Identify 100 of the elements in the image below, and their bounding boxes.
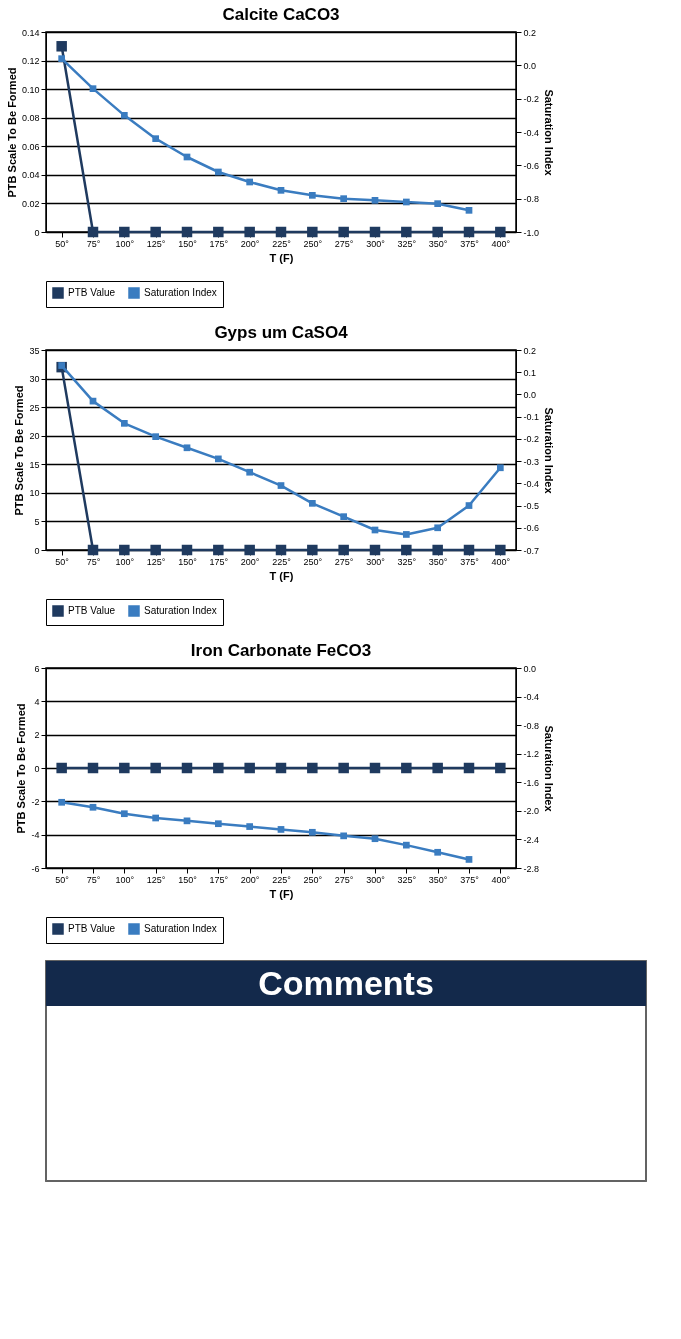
x-tick-label: 100° bbox=[115, 238, 135, 249]
y-tick-label: 30 bbox=[29, 374, 40, 385]
legend-label: Saturation Index bbox=[144, 287, 217, 298]
x-tick-label: 275° bbox=[334, 238, 354, 249]
point bbox=[496, 464, 504, 472]
point bbox=[308, 828, 316, 836]
x-tick-label: 125° bbox=[146, 238, 166, 249]
point bbox=[371, 196, 379, 204]
y2-tick-label: 0.0 bbox=[523, 60, 537, 71]
legend-label: Saturation Index bbox=[144, 923, 217, 934]
x-tick-label: 250° bbox=[303, 238, 323, 249]
x-tick-label: 75° bbox=[86, 238, 101, 249]
x-tick-label: 100° bbox=[115, 556, 135, 567]
point bbox=[340, 832, 348, 840]
y-tick-label: -2 bbox=[31, 796, 40, 807]
point bbox=[58, 55, 66, 63]
x-tick-label: 50° bbox=[55, 556, 70, 567]
point bbox=[58, 798, 66, 806]
x-axis-title: T (F) bbox=[269, 569, 294, 582]
point bbox=[371, 835, 379, 843]
y2-axis-title: Saturation Index bbox=[543, 407, 556, 495]
point bbox=[214, 168, 222, 176]
y-tick-label: 35 bbox=[29, 345, 40, 356]
x-tick-label: 325° bbox=[397, 238, 417, 249]
point bbox=[308, 191, 316, 199]
point bbox=[465, 502, 473, 509]
x-tick-label: 175° bbox=[209, 874, 229, 885]
x-tick-label: 75° bbox=[86, 874, 101, 885]
y-tick-label: 0 bbox=[34, 545, 40, 556]
x-tick-label: 100° bbox=[115, 874, 135, 885]
y2-tick-label: 0.2 bbox=[523, 345, 537, 356]
x-tick-label: 125° bbox=[146, 874, 166, 885]
y-tick-label: 20 bbox=[29, 431, 40, 442]
x-axis-title: T (F) bbox=[269, 887, 294, 900]
point bbox=[120, 111, 128, 119]
point bbox=[246, 823, 254, 830]
x-tick-label: 150° bbox=[178, 556, 198, 567]
point bbox=[340, 195, 348, 203]
chart-title: Gyps um CaSO4 bbox=[214, 323, 349, 342]
point bbox=[120, 810, 128, 818]
point bbox=[152, 433, 160, 441]
y2-axis-title: Saturation Index bbox=[543, 89, 556, 177]
y2-tick-label: -0.3 bbox=[523, 456, 540, 467]
y-tick-label: -6 bbox=[31, 863, 40, 874]
x-tick-label: 125° bbox=[146, 556, 166, 567]
y-tick-label: 0.02 bbox=[21, 198, 40, 209]
x-tick-label: 300° bbox=[366, 238, 386, 249]
y-axis-title: PTB Scale To Be Formed bbox=[13, 385, 26, 516]
y2-tick-label: -0.5 bbox=[523, 501, 540, 512]
x-tick-label: 325° bbox=[397, 874, 417, 885]
x-tick-label: 375° bbox=[460, 238, 480, 249]
x-tick-label: 200° bbox=[240, 874, 260, 885]
y-tick-label: 25 bbox=[29, 402, 40, 413]
legend-label: PTB Value bbox=[68, 605, 116, 616]
y2-tick-label: 0.0 bbox=[523, 389, 537, 400]
x-tick-label: 50° bbox=[55, 238, 70, 249]
point bbox=[402, 841, 410, 849]
point bbox=[183, 444, 191, 452]
y-tick-label: 0.12 bbox=[21, 56, 40, 67]
point bbox=[277, 186, 285, 194]
y-tick-label: 0 bbox=[34, 763, 40, 774]
point bbox=[277, 482, 285, 489]
x-tick-label: 250° bbox=[303, 874, 323, 885]
point bbox=[340, 513, 348, 521]
point bbox=[434, 524, 442, 532]
x-tick-label: 350° bbox=[428, 238, 448, 249]
point bbox=[465, 856, 473, 863]
y-axis-title: PTB Scale To Be Formed bbox=[5, 67, 18, 198]
y2-tick-label: 0.1 bbox=[523, 367, 537, 378]
y2-tick-label: -2.8 bbox=[523, 863, 540, 874]
point bbox=[89, 85, 97, 93]
x-tick-label: 375° bbox=[460, 874, 480, 885]
point bbox=[58, 362, 66, 369]
point bbox=[402, 531, 410, 538]
y-axis-title: PTB Scale To Be Formed bbox=[15, 703, 28, 834]
x-tick-label: 350° bbox=[428, 874, 448, 885]
x-tick-label: 150° bbox=[178, 238, 198, 249]
point bbox=[277, 826, 285, 833]
y-tick-label: 0.04 bbox=[21, 170, 40, 181]
point bbox=[465, 206, 473, 214]
y2-tick-label: -1.2 bbox=[523, 749, 540, 760]
x-tick-label: 225° bbox=[272, 874, 292, 885]
text: Comments bbox=[258, 964, 434, 1002]
legend-label: Saturation Index bbox=[144, 605, 217, 616]
y2-tick-label: -0.7 bbox=[523, 545, 540, 556]
y2-tick-label: -0.4 bbox=[523, 127, 540, 138]
x-tick-label: 300° bbox=[366, 556, 386, 567]
y2-tick-label: -0.4 bbox=[523, 478, 540, 489]
x-tick-label: 200° bbox=[240, 556, 260, 567]
y-tick-label: 4 bbox=[34, 696, 40, 707]
y-tick-label: 0.08 bbox=[21, 113, 40, 124]
y-tick-label: 0 bbox=[34, 227, 40, 238]
point bbox=[434, 848, 442, 856]
x-tick-label: 150° bbox=[178, 874, 198, 885]
point bbox=[402, 198, 410, 206]
x-tick-label: 175° bbox=[209, 238, 229, 249]
point bbox=[434, 200, 442, 208]
x-tick-label: 350° bbox=[428, 556, 448, 567]
y-tick-label: 5 bbox=[34, 516, 40, 527]
y-tick-label: 0.10 bbox=[21, 84, 40, 95]
